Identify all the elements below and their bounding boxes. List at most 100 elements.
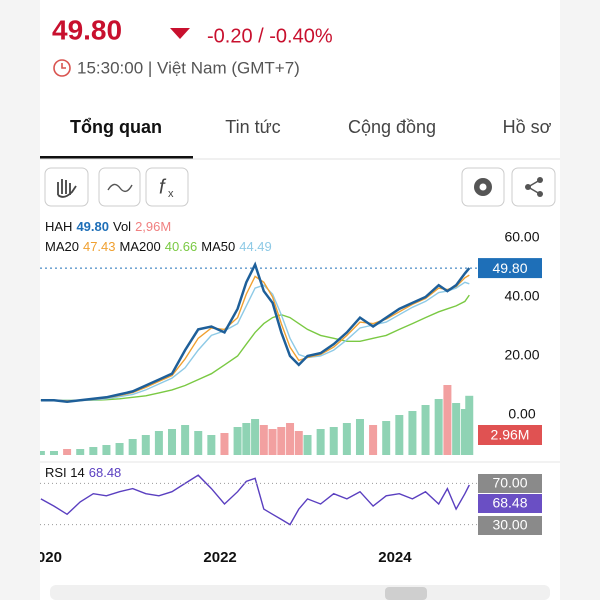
volume-label: 2.96M xyxy=(491,427,530,443)
rsi-box xyxy=(478,494,542,513)
wave-icon xyxy=(107,183,133,193)
volume-bar xyxy=(395,415,404,455)
volume-bar xyxy=(465,395,474,455)
hand-icon xyxy=(57,179,77,198)
ma20: 47.43 xyxy=(83,239,116,254)
volume-box xyxy=(478,425,542,445)
volume-bar xyxy=(294,431,303,455)
volume-bar xyxy=(63,449,72,455)
tab-underline xyxy=(40,156,193,159)
price-line xyxy=(40,274,470,402)
volume-bar xyxy=(49,451,58,455)
y-tick-label: 40.00 xyxy=(504,288,539,304)
plot xyxy=(40,261,474,526)
volume-bar xyxy=(89,447,98,455)
rsi-line xyxy=(40,474,470,526)
ma50-label: MA50 xyxy=(201,239,235,254)
price-line xyxy=(40,281,470,402)
y-tick-label: 0.00 xyxy=(508,406,535,422)
time: 15:30:00 | Việt Nam (GMT+7) xyxy=(77,58,300,77)
volume-bar xyxy=(141,435,150,455)
volume-bar xyxy=(303,435,312,455)
volume-bar xyxy=(40,451,45,455)
volume-bar xyxy=(382,421,391,455)
vol: 2,96M xyxy=(135,219,171,234)
volume-bar xyxy=(128,439,137,455)
rsi-value: 68.48 xyxy=(89,465,122,480)
rsi-box xyxy=(478,516,542,535)
ma200-label: MA200 xyxy=(120,239,161,254)
margin xyxy=(0,0,40,600)
tab[interactable]: Hồ sơ xyxy=(503,117,552,137)
legend-price: 49.80 xyxy=(76,219,109,234)
volume-bar xyxy=(259,425,268,455)
volume-bar xyxy=(194,431,203,455)
volume-bar xyxy=(102,445,111,455)
x-tick-label: 2024 xyxy=(378,549,412,566)
change: -0.20 / -0.40% xyxy=(207,25,333,47)
symbol: HAH xyxy=(45,219,72,234)
volume-bar xyxy=(421,405,430,455)
volume-bar xyxy=(342,423,351,455)
rsi-box-label: 30.00 xyxy=(492,517,527,533)
volume-bar xyxy=(168,429,177,455)
tabs: Tổng quan Tin tức Cộng đồng Hồ sơ xyxy=(70,117,552,137)
volume-bar xyxy=(452,403,461,455)
last-price-label: 49.80 xyxy=(492,260,527,276)
tab[interactable]: Cộng đồng xyxy=(348,117,436,137)
volume-bar xyxy=(233,427,242,455)
price: 49.80 xyxy=(52,14,122,45)
price-line xyxy=(40,294,470,401)
tab[interactable]: Tin tức xyxy=(225,117,280,137)
volume-bar xyxy=(286,423,295,455)
volume-bar xyxy=(329,427,338,455)
down-arrow xyxy=(170,28,190,39)
rsi-box-label: 70.00 xyxy=(492,475,527,491)
gear-icon xyxy=(479,183,487,191)
bottom-bar xyxy=(50,585,550,600)
vol-label: Vol xyxy=(113,219,131,234)
x-axis: 2020 2022 2024 xyxy=(40,549,412,566)
share-button[interactable] xyxy=(511,167,556,207)
volume-bar xyxy=(115,443,124,455)
legend-row: HAH 49.80 Vol 2,96M xyxy=(45,219,171,234)
y-tick-label: 60.00 xyxy=(504,229,539,245)
volume-bar xyxy=(251,419,260,455)
share-icon xyxy=(525,177,543,197)
volume-bar xyxy=(76,449,85,455)
last-price-box xyxy=(478,258,542,279)
volume-bar xyxy=(369,425,378,455)
margin xyxy=(560,0,600,600)
legend: HAH 49.80 Vol 2,96M MA20 47.43 MA200 40.66 MA50… xyxy=(45,219,272,480)
ma200: 40.66 xyxy=(165,239,198,254)
rsi-box xyxy=(478,474,542,493)
volume-bar xyxy=(181,425,190,455)
volume-bar xyxy=(316,429,325,455)
x-tick-label: 2022 xyxy=(203,549,236,566)
rsi-box-label: 68.48 xyxy=(492,495,527,511)
volume-bar xyxy=(154,431,163,455)
volume-bar xyxy=(277,427,286,455)
volume-bar xyxy=(268,429,277,455)
clock-icon xyxy=(53,59,71,77)
volume-bar xyxy=(207,435,216,455)
volume-bar xyxy=(220,433,229,455)
volume-bar xyxy=(242,423,251,455)
rsi-label: RSI 14 xyxy=(45,465,85,480)
ma20-label: MA20 xyxy=(45,239,79,254)
indicator-button[interactable] xyxy=(145,167,189,207)
ma50: 44.49 xyxy=(239,239,272,254)
tab[interactable]: Tổng quan xyxy=(70,117,162,137)
volume-bar xyxy=(443,385,452,455)
fx-icon: x xyxy=(168,188,174,200)
volume-bar xyxy=(408,411,417,455)
legend-row: MA20 47.43 MA200 40.66 MA50 44.49 xyxy=(45,239,272,254)
volume-bar xyxy=(460,409,469,455)
fx-icon: f xyxy=(159,176,167,198)
legend-row: RSI 14 68.48 xyxy=(45,465,121,480)
volume-bar xyxy=(434,399,443,455)
y-tick-label: 20.00 xyxy=(504,347,539,363)
toolbar xyxy=(44,167,556,207)
bottom-button[interactable] xyxy=(385,587,427,600)
